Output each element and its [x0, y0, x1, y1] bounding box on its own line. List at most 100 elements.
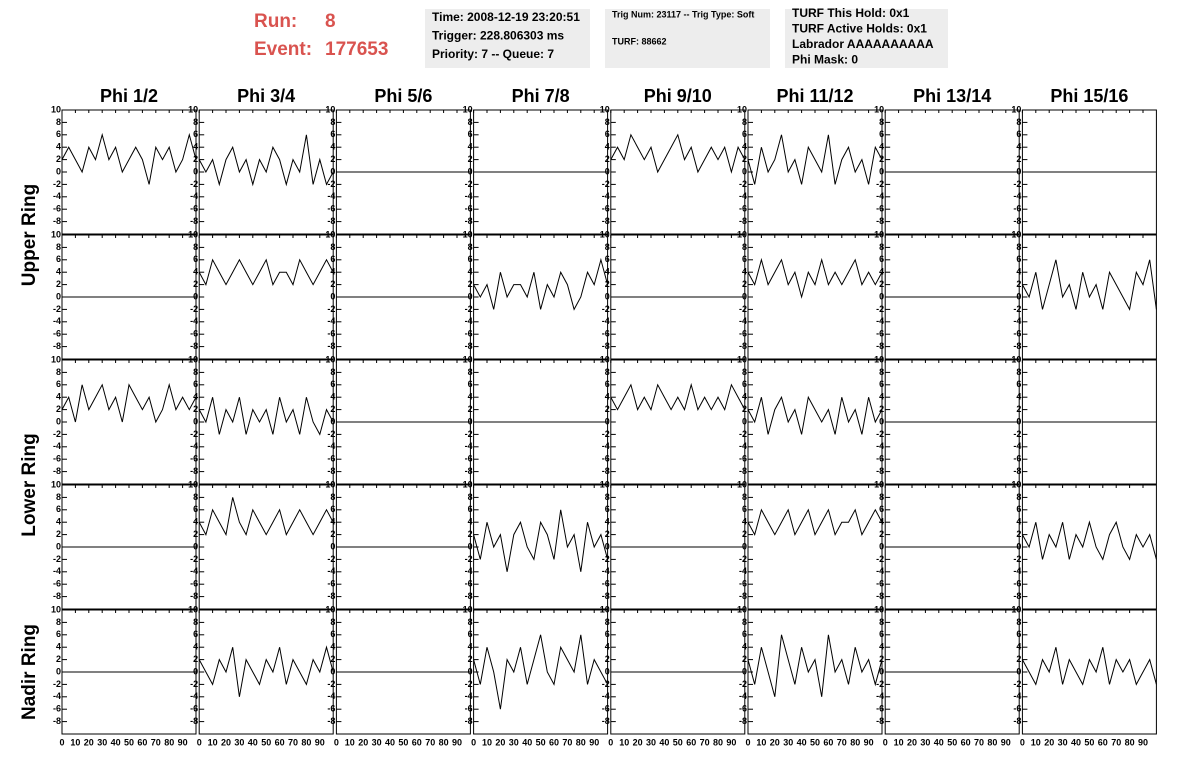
y-tick-label: 8: [605, 492, 610, 502]
y-tick-label: -4: [327, 191, 335, 201]
waveform: [473, 257, 609, 311]
x-tick-label: 30: [783, 737, 793, 747]
x-tick-label: 50: [124, 737, 134, 747]
event-value: 177653: [325, 39, 388, 60]
y-tick-label: 4: [605, 142, 610, 152]
x-tick-label: 30: [234, 737, 244, 747]
x-tick-label: 70: [151, 737, 161, 747]
column-header: Phi 9/10: [644, 86, 712, 106]
y-tick-label: -4: [739, 191, 747, 201]
y-tick-label: -2: [190, 679, 198, 689]
y-tick-label: 4: [742, 267, 747, 277]
x-tick-label: 30: [646, 737, 656, 747]
y-tick-label: 0: [330, 416, 335, 426]
y-tick-label: -2: [465, 429, 473, 439]
y-tick-label: -4: [876, 441, 884, 451]
y-tick-label: -6: [739, 329, 747, 339]
y-tick-label: 0: [56, 166, 61, 176]
info-line: TURF: 88662: [612, 36, 667, 46]
x-tick-label: 80: [850, 737, 860, 747]
y-tick-label: -6: [327, 704, 335, 714]
y-tick-label: -2: [53, 554, 61, 564]
y-tick-label: 10: [737, 479, 747, 489]
y-tick-label: -6: [1013, 329, 1021, 339]
y-tick-label: 2: [330, 654, 335, 664]
y-tick-label: -4: [190, 441, 198, 451]
y-tick-label: -6: [465, 579, 473, 589]
x-tick-label: 20: [358, 737, 368, 747]
y-tick-label: -8: [53, 716, 61, 726]
y-tick-label: 2: [742, 654, 747, 664]
y-tick-label: 8: [879, 117, 884, 127]
y-tick-label: 10: [737, 104, 747, 114]
y-tick-label: 0: [468, 291, 473, 301]
y-tick-label: 0: [879, 541, 884, 551]
y-tick-label: -6: [1013, 579, 1021, 589]
x-tick-label: 90: [726, 737, 736, 747]
waveform: [198, 258, 334, 286]
y-tick-label: 2: [1016, 279, 1021, 289]
y-tick-label: -8: [190, 341, 198, 351]
run-value: 8: [325, 11, 336, 32]
y-tick-label: 4: [879, 517, 884, 527]
waveform: [1021, 520, 1157, 561]
panel-frame: [747, 234, 883, 360]
y-tick-label: -6: [190, 704, 198, 714]
y-tick-label: -2: [53, 679, 61, 689]
y-tick-label: -8: [602, 466, 610, 476]
y-tick-label: -8: [602, 591, 610, 601]
y-tick-label: 4: [879, 142, 884, 152]
y-tick-label: -2: [53, 179, 61, 189]
y-tick-label: -8: [1013, 216, 1021, 226]
y-tick-label: -2: [53, 429, 61, 439]
x-tick-label: 20: [1044, 737, 1054, 747]
y-tick-label: -6: [739, 704, 747, 714]
x-tick-label: 50: [398, 737, 408, 747]
y-tick-label: 8: [605, 242, 610, 252]
y-tick-label: 0: [193, 541, 198, 551]
x-tick-label: 50: [673, 737, 683, 747]
y-tick-label: 8: [1016, 617, 1021, 627]
y-tick-label: 0: [879, 291, 884, 301]
y-tick-label: 0: [605, 291, 610, 301]
y-tick-label: 0: [468, 541, 473, 551]
y-tick-label: 4: [56, 642, 61, 652]
y-tick-label: 8: [742, 492, 747, 502]
y-tick-label: 8: [605, 367, 610, 377]
x-tick-label: 60: [686, 737, 696, 747]
x-tick-label: 30: [97, 737, 107, 747]
y-tick-label: 10: [600, 229, 610, 239]
y-tick-label: 0: [468, 166, 473, 176]
y-tick-label: 6: [742, 254, 747, 264]
y-tick-label: 4: [330, 642, 335, 652]
y-tick-label: -4: [190, 691, 198, 701]
x-tick-label: 20: [495, 737, 505, 747]
y-tick-label: 8: [56, 242, 61, 252]
y-tick-label: 10: [51, 229, 61, 239]
x-tick-label: 0: [1020, 737, 1025, 747]
y-tick-label: 4: [193, 392, 198, 402]
y-tick-label: -6: [190, 329, 198, 339]
y-tick-label: -6: [327, 204, 335, 214]
waveform: [747, 508, 883, 536]
y-tick-label: 4: [193, 267, 198, 277]
panel-frame: [747, 359, 883, 485]
y-tick-label: -8: [876, 466, 884, 476]
y-tick-label: 2: [742, 279, 747, 289]
y-tick-label: -6: [739, 579, 747, 589]
y-tick-label: -6: [739, 454, 747, 464]
y-tick-label: 10: [1011, 479, 1021, 489]
waveform: [198, 134, 334, 187]
y-tick-label: -2: [1013, 429, 1021, 439]
y-tick-label: -6: [1013, 454, 1021, 464]
y-tick-label: -8: [53, 216, 61, 226]
y-tick-label: 8: [56, 117, 61, 127]
y-tick-label: 8: [330, 492, 335, 502]
y-tick-label: 8: [330, 117, 335, 127]
y-tick-label: -6: [1013, 204, 1021, 214]
info-box: [425, 9, 590, 68]
x-tick-label: 70: [1111, 737, 1121, 747]
y-tick-label: 4: [56, 392, 61, 402]
column-header: Phi 1/2: [100, 86, 158, 106]
